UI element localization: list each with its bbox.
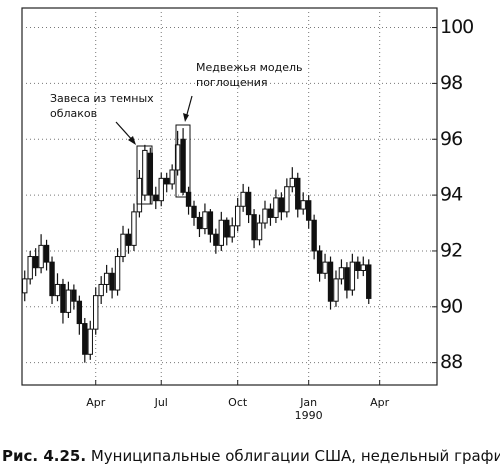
candle-body <box>76 300 83 325</box>
candle-body <box>87 328 93 355</box>
candle-body <box>262 208 268 224</box>
pattern-box <box>136 145 153 205</box>
candle-body <box>164 177 170 185</box>
candle-body <box>207 211 214 235</box>
candle-body <box>240 191 246 207</box>
candle-body <box>38 244 44 269</box>
candle-body <box>22 278 28 294</box>
candle-body <box>142 149 148 196</box>
caption-label: Рис. 4.25. <box>2 447 86 465</box>
arrow-head <box>183 113 189 122</box>
candle-body <box>98 283 104 297</box>
candle-body <box>174 144 181 171</box>
candle-body <box>202 211 208 230</box>
caption: Рис. 4.25. Муниципальные облигации США, … <box>2 447 500 465</box>
x-tick-label: Oct <box>228 396 248 409</box>
candle-body <box>338 267 345 280</box>
candle-body <box>120 233 126 258</box>
candle-body <box>43 244 50 263</box>
candle-body <box>311 219 317 252</box>
candle-body <box>300 200 306 210</box>
candle-body <box>185 191 192 207</box>
candle-body <box>136 177 143 213</box>
y-tick-label: 92 <box>440 239 462 261</box>
candle-body <box>169 169 175 185</box>
pattern-box <box>175 124 191 198</box>
year-label: 1990 <box>295 409 323 422</box>
candle-body <box>229 225 235 238</box>
candle-body <box>49 261 55 297</box>
x-tick-label: Jan <box>299 396 317 409</box>
candle-body <box>366 264 372 299</box>
candle-body <box>125 233 132 246</box>
y-tick-label: 96 <box>440 128 462 150</box>
candle-body <box>109 272 115 291</box>
candle-body <box>251 214 257 241</box>
candle-body <box>65 289 72 313</box>
candle-body <box>344 267 350 291</box>
candle-body <box>333 278 339 302</box>
candle-body <box>316 250 323 274</box>
candle-body <box>256 222 263 241</box>
candle-body <box>54 283 61 297</box>
plot-frame <box>21 7 438 386</box>
candle-body <box>267 208 274 218</box>
y-tick-label: 100 <box>440 16 473 38</box>
annotation: Медвежья модель <box>196 61 303 74</box>
candle-body <box>191 205 197 218</box>
y-tick-label: 90 <box>440 295 462 317</box>
candle-body <box>27 256 33 280</box>
candles <box>22 128 372 363</box>
candle-body <box>349 261 356 291</box>
y-tick-label: 88 <box>440 351 462 373</box>
caption-text: Муниципальные облигации США, недельный г… <box>91 447 500 465</box>
candle-body <box>158 177 164 202</box>
candle-body <box>93 295 99 330</box>
y-tick-label: 94 <box>440 184 463 206</box>
annotation: облаков <box>50 107 97 120</box>
candle-body <box>147 152 154 196</box>
candle-body <box>305 200 312 221</box>
arrow-head <box>128 136 136 145</box>
candle-body <box>327 261 334 302</box>
candle-body <box>180 138 186 193</box>
candle-body <box>278 197 285 213</box>
annotation: поглощения <box>196 76 268 89</box>
candle-body <box>213 233 219 246</box>
x-tick-label: Jul <box>154 396 168 409</box>
candle-body <box>71 289 77 302</box>
x-tick-label: Apr <box>86 396 106 409</box>
candle-body <box>196 216 203 230</box>
candle-body <box>218 219 225 246</box>
candle-body <box>295 177 301 210</box>
candle-body <box>224 219 230 238</box>
candle-body <box>60 283 66 313</box>
candle-body <box>289 177 295 188</box>
annotation: Завеса из темных <box>50 92 154 105</box>
candle-body <box>245 191 252 216</box>
candle-body <box>273 197 279 218</box>
x-tick-label: Apr <box>370 396 390 409</box>
candle-body <box>131 211 137 246</box>
candle-body <box>355 261 361 272</box>
candle-body <box>32 256 39 269</box>
y-tick-label: 98 <box>440 72 462 94</box>
candle-body <box>103 272 110 285</box>
candle-body <box>82 323 88 355</box>
candle-body <box>322 261 328 274</box>
candle-body <box>234 205 241 227</box>
candle-body <box>284 186 290 213</box>
candle-body <box>114 256 121 291</box>
candle-body <box>360 264 366 272</box>
candle-body <box>153 194 159 202</box>
